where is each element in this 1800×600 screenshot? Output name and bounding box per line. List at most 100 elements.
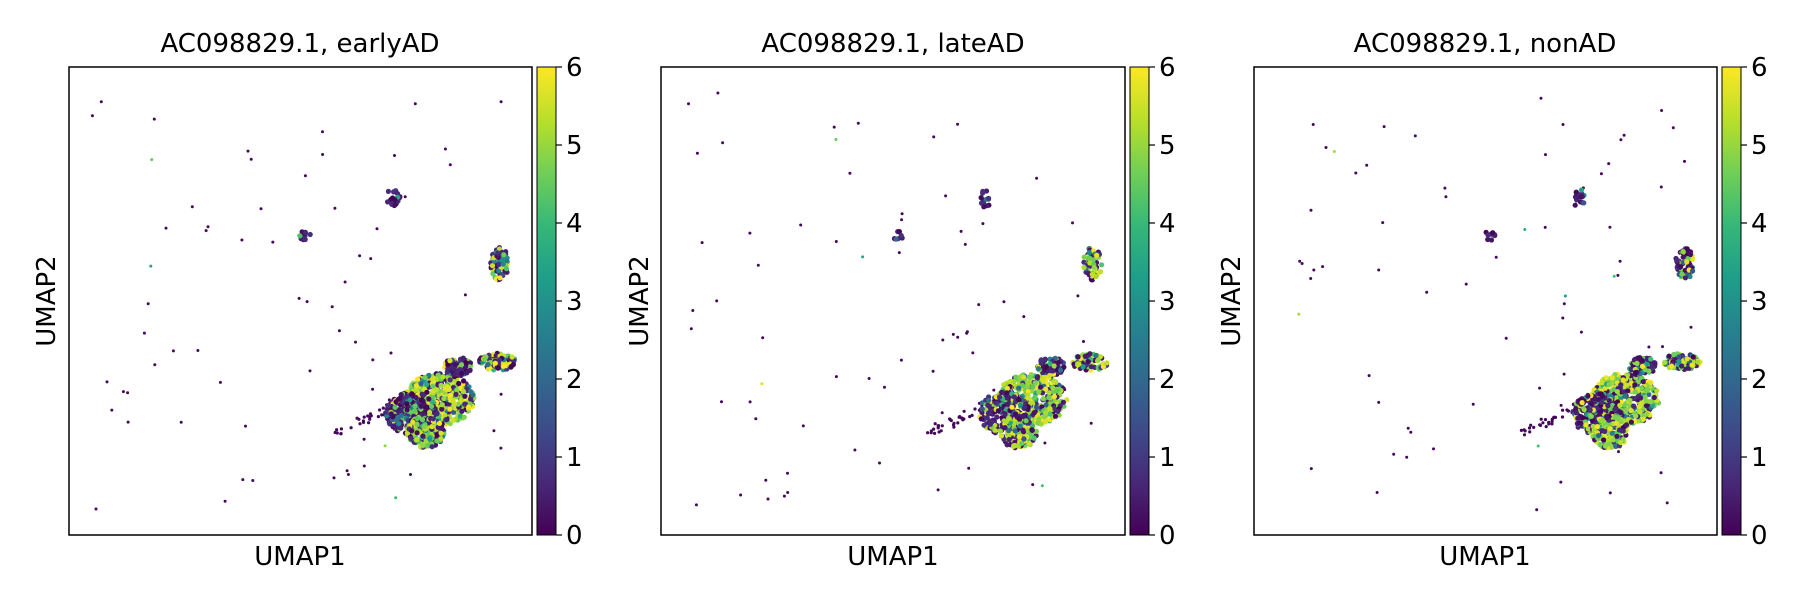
scatter-point <box>1617 402 1623 408</box>
scatter-point <box>994 414 1000 420</box>
scatter-point <box>1608 225 1612 229</box>
scatter-point <box>419 416 426 423</box>
scatter-point <box>1042 365 1048 371</box>
scatter-point <box>1040 396 1046 402</box>
colorbar-tick-label: 2 <box>1159 365 1176 395</box>
scatter-point <box>371 358 375 362</box>
scatter-point <box>389 351 393 355</box>
scatter-point <box>1026 440 1032 447</box>
scatter-point <box>1590 423 1596 429</box>
scatter-point <box>1006 428 1012 434</box>
scatter-point <box>897 251 901 255</box>
scatter-point <box>1444 195 1448 199</box>
scatter-point <box>468 396 474 402</box>
scatter-point <box>978 416 984 422</box>
scatter-point <box>150 158 154 162</box>
scatter-point <box>1031 410 1037 416</box>
colorbar-tick-label: 2 <box>1751 365 1768 395</box>
scatter-point <box>998 433 1005 439</box>
scatter-point <box>1085 359 1091 365</box>
scatter-point <box>799 223 803 227</box>
scatter-point <box>1605 403 1611 409</box>
scatter-point <box>398 392 404 398</box>
scatter-point <box>508 364 514 370</box>
scatter-point <box>1599 172 1603 176</box>
scatter-point <box>398 408 404 414</box>
scatter-point <box>451 366 457 372</box>
scatter-point <box>987 421 994 427</box>
scatter-point <box>1043 441 1047 445</box>
scatter-point <box>500 261 506 267</box>
scatter-point <box>1572 194 1579 200</box>
scatter-point <box>1041 414 1047 420</box>
scatter-point <box>385 188 391 194</box>
scatter-point <box>362 437 366 441</box>
scatter-point <box>414 421 420 427</box>
scatter-point <box>1559 403 1563 407</box>
scatter-point <box>1687 251 1694 258</box>
scatter-point <box>358 254 362 258</box>
scatter-point <box>1309 208 1313 212</box>
scatter-point <box>1682 275 1688 281</box>
scatter-point <box>1354 171 1358 175</box>
scatter-point <box>1090 257 1096 263</box>
scatter-point <box>968 415 972 419</box>
scatter-point <box>1648 380 1654 386</box>
scatter-point <box>413 102 417 106</box>
scatter-point <box>980 190 986 196</box>
scatter-point <box>410 419 416 425</box>
scatter-point <box>460 388 466 394</box>
scatter-point <box>439 402 445 408</box>
scatter-point <box>412 403 418 409</box>
scatter-point <box>1464 282 1468 286</box>
scatter-point <box>834 138 838 141</box>
scatter-point <box>424 389 430 395</box>
scatter-point <box>307 231 313 238</box>
scatter-point <box>1488 237 1495 243</box>
scatter-point <box>963 242 967 246</box>
scatter-point <box>764 478 768 482</box>
scatter-point <box>1095 357 1101 363</box>
scatter-point <box>99 100 103 104</box>
scatter-point <box>1622 133 1626 137</box>
scatter-point <box>1683 159 1686 163</box>
scatter-point <box>1640 416 1646 422</box>
scatter-point <box>1573 189 1579 195</box>
scatter-point <box>1560 415 1565 419</box>
scatter-point <box>748 400 752 404</box>
scatter-point <box>1527 426 1532 430</box>
scatter-point <box>1032 380 1038 386</box>
scatter-point <box>951 332 955 336</box>
scatter-point <box>461 378 467 384</box>
scatter-point <box>1082 353 1088 359</box>
scatter-point <box>1025 388 1031 394</box>
scatter-point <box>1585 426 1591 432</box>
scatter-point <box>153 363 157 367</box>
scatter-point <box>1025 380 1031 386</box>
scatter-point <box>1058 367 1064 373</box>
scatter-point <box>501 252 507 258</box>
scatter-point <box>302 236 308 243</box>
scatter-point <box>450 417 456 423</box>
scatter-point <box>1538 423 1543 427</box>
scatter-point <box>997 428 1004 434</box>
scatter-point <box>1041 374 1047 380</box>
scatter-point <box>970 413 974 417</box>
scatter-point <box>1087 351 1093 357</box>
scatter-point <box>1377 268 1381 272</box>
scatter-point <box>1613 414 1619 420</box>
panel-nonAD: AC098829.1, nonAD UMAP1 UMAP2 0 1 2 3 4 5 6 <box>1217 29 1768 572</box>
scatter-point <box>1504 336 1508 340</box>
scatter-point <box>424 404 430 410</box>
scatter-point <box>466 404 472 410</box>
scatter-point <box>1523 228 1527 231</box>
scatter-point <box>1042 419 1048 425</box>
scatter-point <box>1543 418 1548 422</box>
scatter-point <box>358 422 362 426</box>
scatter-point <box>1618 439 1624 446</box>
scatter-point <box>1684 259 1690 265</box>
scatter-point <box>460 355 466 361</box>
scatter-point <box>362 464 366 468</box>
scatter-point <box>388 411 394 417</box>
scatter-point <box>1038 360 1044 366</box>
